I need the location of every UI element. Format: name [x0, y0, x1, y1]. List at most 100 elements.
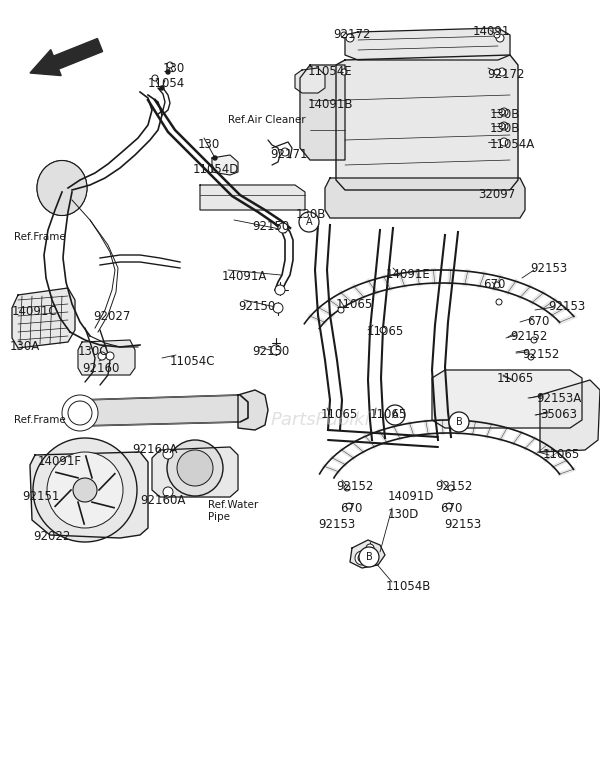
Text: 670: 670 [527, 315, 550, 328]
Ellipse shape [37, 160, 87, 215]
Text: 92150: 92150 [252, 345, 289, 358]
Text: 92172: 92172 [487, 68, 524, 81]
Text: Ref.Frame: Ref.Frame [14, 415, 66, 425]
Polygon shape [350, 540, 385, 568]
Circle shape [160, 86, 164, 90]
Text: 11054: 11054 [148, 77, 185, 90]
Text: 670: 670 [483, 278, 505, 291]
Circle shape [271, 345, 281, 355]
Text: 130B: 130B [296, 208, 326, 221]
Text: 11065: 11065 [543, 448, 580, 461]
Circle shape [380, 327, 386, 333]
Circle shape [528, 354, 534, 360]
Circle shape [73, 478, 97, 502]
Text: 11054B: 11054B [386, 580, 431, 593]
Text: 14091: 14091 [473, 25, 511, 38]
Polygon shape [30, 452, 148, 538]
Polygon shape [540, 380, 600, 452]
Text: 14091C: 14091C [12, 305, 58, 318]
Circle shape [494, 69, 500, 75]
Circle shape [449, 412, 469, 432]
Circle shape [366, 544, 374, 552]
Text: 92150: 92150 [252, 220, 289, 233]
Polygon shape [345, 28, 510, 60]
Text: 92152: 92152 [522, 348, 559, 361]
Circle shape [273, 303, 283, 313]
Text: PartsPubiki: PartsPubiki [270, 411, 370, 429]
Text: 11065: 11065 [321, 408, 358, 421]
Text: 130: 130 [163, 62, 185, 75]
Circle shape [106, 352, 114, 360]
Text: 14091D: 14091D [388, 490, 434, 503]
Circle shape [499, 123, 505, 129]
Polygon shape [325, 178, 525, 218]
Circle shape [167, 440, 223, 496]
Text: 92153: 92153 [318, 518, 355, 531]
Text: 92152: 92152 [336, 480, 373, 493]
Text: 670: 670 [340, 502, 362, 515]
Text: 11065: 11065 [367, 325, 404, 338]
Text: 92153: 92153 [530, 262, 567, 275]
Text: 11054D: 11054D [193, 163, 239, 176]
Circle shape [341, 69, 347, 75]
Text: B: B [365, 552, 373, 562]
Circle shape [47, 452, 123, 528]
Text: 35063: 35063 [540, 408, 577, 421]
Text: 670: 670 [440, 502, 463, 515]
Text: 11054E: 11054E [308, 65, 353, 78]
Circle shape [163, 449, 173, 459]
Text: Ref.Water
Pipe: Ref.Water Pipe [208, 500, 258, 522]
Circle shape [531, 337, 537, 343]
Circle shape [163, 487, 173, 497]
Text: 14091F: 14091F [38, 455, 82, 468]
Circle shape [346, 34, 354, 42]
Text: B: B [455, 417, 463, 427]
Circle shape [275, 285, 285, 295]
Text: A: A [305, 217, 313, 227]
Text: 92152: 92152 [435, 480, 472, 493]
Circle shape [344, 485, 350, 491]
Polygon shape [295, 68, 325, 93]
Text: 92153: 92153 [444, 518, 481, 531]
FancyArrow shape [30, 39, 103, 76]
Polygon shape [336, 55, 518, 190]
Text: 11065: 11065 [497, 372, 534, 385]
Text: 92150: 92150 [238, 300, 275, 313]
Polygon shape [12, 288, 75, 348]
Circle shape [500, 138, 508, 146]
Circle shape [500, 122, 508, 130]
Circle shape [68, 401, 92, 425]
Circle shape [167, 62, 173, 68]
Text: 130C: 130C [78, 345, 109, 358]
Circle shape [299, 212, 319, 232]
Circle shape [500, 108, 508, 116]
Circle shape [446, 503, 452, 509]
Circle shape [385, 405, 405, 425]
Text: 130A: 130A [10, 340, 40, 353]
Polygon shape [152, 447, 238, 497]
Polygon shape [200, 185, 305, 210]
Text: 14091A: 14091A [222, 270, 268, 283]
Text: 11054A: 11054A [490, 138, 535, 151]
Text: 130B: 130B [490, 122, 520, 135]
Text: 130D: 130D [388, 508, 419, 521]
Circle shape [166, 70, 170, 74]
Circle shape [98, 352, 106, 360]
Text: 92153A: 92153A [536, 392, 581, 405]
Text: Ref.Frame: Ref.Frame [14, 232, 66, 242]
Polygon shape [78, 340, 135, 375]
Text: 11065: 11065 [370, 408, 407, 421]
Text: 92172: 92172 [333, 28, 371, 41]
Text: 11065: 11065 [336, 298, 373, 311]
Circle shape [346, 503, 352, 509]
Circle shape [496, 34, 504, 42]
Circle shape [355, 551, 369, 565]
Text: 32097: 32097 [478, 188, 515, 201]
Circle shape [341, 32, 347, 38]
Circle shape [358, 554, 366, 562]
Text: 92153: 92153 [548, 300, 585, 313]
Circle shape [281, 148, 289, 156]
Text: 92160: 92160 [82, 362, 119, 375]
Circle shape [152, 75, 158, 81]
Circle shape [213, 156, 217, 160]
